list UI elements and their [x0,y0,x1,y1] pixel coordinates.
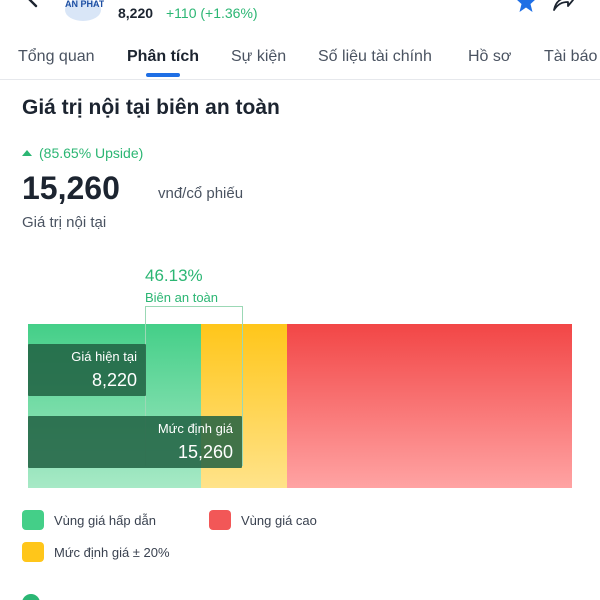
safety-margin-label: Biên an toàn [145,290,219,305]
section-title: Giá trị nội tại biên an toàn [22,96,280,119]
tab-overview[interactable]: Tổng quan [18,48,95,65]
price-change: +110 (+1.36%) [166,5,258,21]
legend-attractive: Vùng giá hấp dẫn [22,510,156,530]
value-unit: vnđ/cổ phiếu [158,185,244,202]
share-icon[interactable] [550,0,574,12]
high-price-zone [287,324,572,488]
up-arrow-icon [22,150,32,156]
tab-bar: Tổng quan Phân tích Sự kiện Số liệu tài … [0,40,600,80]
valuation-label: Mức định giá [157,421,233,436]
upside-text: (85.65% Upside) [39,145,144,161]
yellow-swatch [22,542,44,562]
top-bar: AN PHAT 8,220 +110 (+1.36%) [0,0,600,30]
legend-valuation-range: Mức định giá ± 20% [22,542,170,562]
legend-high: Vùng giá cao [209,510,317,530]
stock-price: 8,220 [118,5,154,21]
tab-reports[interactable]: Tài báo [544,48,598,65]
valuation-bar: Mức định giá 15,260 [28,416,242,468]
legend-high-text: Vùng giá cao [241,512,317,528]
legend-valuation-range-text: Mức định giá ± 20% [54,544,170,560]
tab-financials[interactable]: Số liệu tài chính [318,48,432,65]
upside-indicator: (85.65% Upside) [22,145,143,161]
green-swatch [22,510,44,530]
current-price-label: Giá hiện tại [71,349,137,364]
active-tab-indicator [146,73,180,77]
current-price-value: 8,220 [91,370,137,390]
tab-profile[interactable]: Hồ sơ [468,48,512,65]
tab-analysis[interactable]: Phân tích [127,48,200,65]
legend-attractive-text: Vùng giá hấp dẫn [54,512,156,528]
back-arrow-icon[interactable] [24,0,42,8]
red-swatch [209,510,231,530]
tab-events[interactable]: Sự kiện [231,48,287,65]
company-logo: AN PHAT [65,0,104,21]
safety-margin-percent: 46.13% [145,266,203,285]
valuation-value: 15,260 [177,442,233,462]
intrinsic-value-label: Giá trị nội tại [22,214,107,231]
bookmark-star-icon[interactable] [514,0,538,12]
status-dot-icon [22,594,40,600]
intrinsic-value: 15,260 [22,170,120,206]
svg-text:AN PHAT: AN PHAT [65,0,104,9]
current-price-bar: Giá hiện tại 8,220 [28,344,146,396]
